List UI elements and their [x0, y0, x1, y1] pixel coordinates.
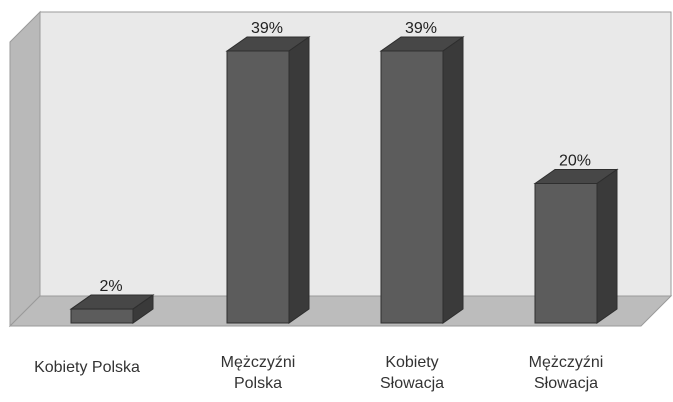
category-label-1: Mężczyźni Polska — [220, 354, 296, 392]
bar-front-face — [380, 50, 444, 324]
data-label-0: 2% — [99, 278, 122, 295]
category-label-2: Kobiety Słowacja — [379, 354, 445, 392]
bar-side-face — [442, 36, 464, 324]
bar-front-face — [226, 50, 290, 324]
bar-3 — [533, 168, 619, 324]
bar-front-face — [70, 308, 134, 324]
bar-1 — [225, 36, 311, 324]
data-label-3: 20% — [559, 153, 591, 170]
category-label-0: Kobiety Polska — [34, 359, 140, 376]
data-label-1: 39% — [251, 20, 283, 37]
bar-front-face — [534, 183, 598, 324]
bars-group: 2% 39% 39% 20% — [69, 20, 619, 324]
bar-0 — [69, 294, 155, 324]
data-label-2: 39% — [405, 20, 437, 37]
bar-2 — [379, 36, 465, 324]
bar-side-face — [288, 36, 310, 324]
bar-side-face — [596, 168, 618, 324]
category-label-3: Mężczyźni Słowacja — [528, 354, 604, 392]
side-wall — [9, 10, 41, 328]
floor — [8, 295, 673, 327]
